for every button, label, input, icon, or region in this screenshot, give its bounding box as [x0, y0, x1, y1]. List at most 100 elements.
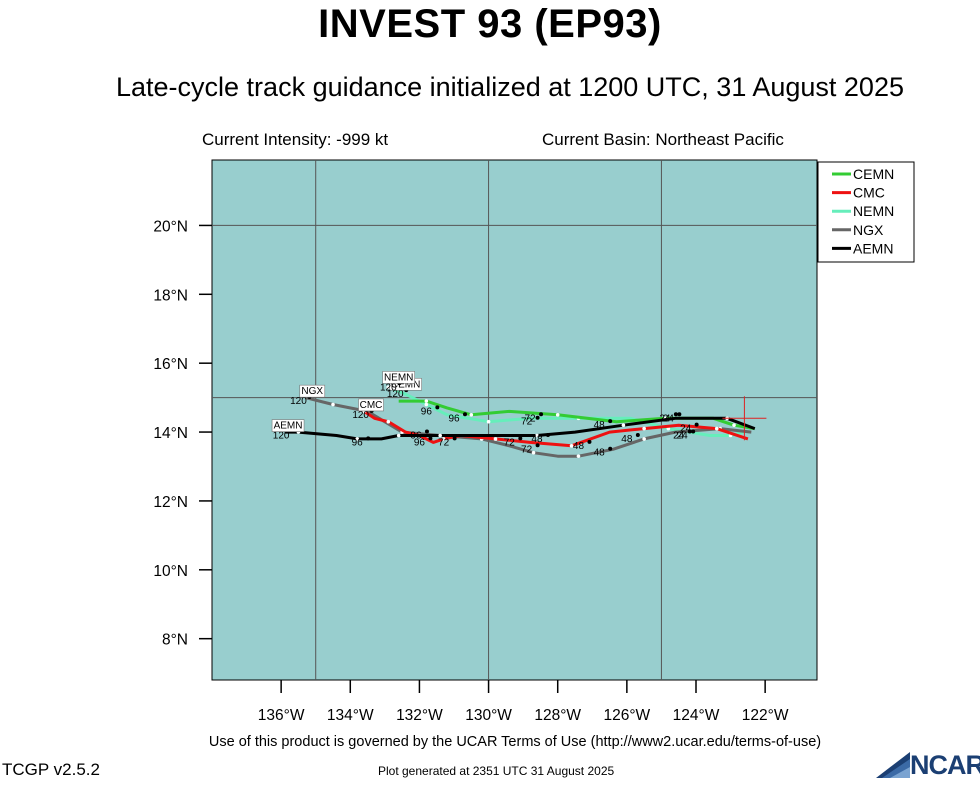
forecast-hour-dot	[518, 436, 523, 441]
y-tick-label: 14°N	[153, 425, 188, 442]
legend-label: CMC	[853, 185, 885, 201]
x-tick-label: 136°W	[258, 707, 305, 724]
chart-subtitle: Late-cycle track guidance initialized at…	[116, 72, 904, 102]
forecast-hour-label: 120	[352, 410, 369, 421]
model-tag-box	[358, 398, 384, 412]
version-label: TCGP v2.5.2	[2, 760, 100, 779]
terms-of-use-text: Use of this product is governed by the U…	[208, 734, 822, 750]
track-marker	[486, 419, 491, 424]
track-marker	[331, 402, 335, 407]
model-tag-label: CEMN	[391, 379, 420, 390]
model-tag-label: CMC	[360, 400, 383, 411]
y-tick-label: 8°N	[162, 632, 188, 649]
forecast-hour-dot	[463, 412, 467, 417]
forecast-hour-dot	[677, 412, 682, 417]
chart-title: INVEST 93 (EP93)	[318, 2, 662, 46]
forecast-hour-dot	[424, 429, 429, 434]
forecast-hour-dot	[691, 429, 696, 434]
forecast-hour-dot	[608, 446, 613, 451]
forecast-hour-dot	[366, 436, 371, 441]
x-tick-label: 126°W	[604, 707, 651, 724]
forecast-hour-label: 96	[421, 406, 433, 417]
forecast-hour-dot	[545, 432, 550, 437]
track-marker	[441, 437, 446, 441]
forecast-hour-label: 24	[677, 430, 689, 441]
track-marker	[396, 433, 401, 438]
track-marker	[493, 437, 498, 441]
model-tag-box	[382, 371, 415, 384]
legend-label: AEMN	[853, 240, 893, 256]
forecast-hour-label: 48	[573, 441, 585, 452]
forecast-hour-label: 72	[521, 444, 533, 455]
track-marker	[355, 437, 360, 441]
forecast-hour-label: 72	[504, 437, 516, 448]
forecast-hour-dot	[535, 415, 540, 420]
forecast-hour-label: 96	[414, 437, 426, 448]
x-tick-label: 124°W	[673, 707, 720, 724]
forecast-hour-label: 120	[290, 396, 307, 407]
forecast-hour-dot	[452, 436, 457, 441]
ncar-logo: NCAR	[874, 748, 980, 780]
track-marker	[386, 385, 391, 390]
plot-generated-label: Plot generated at 2351 UTC 31 August 202…	[378, 764, 615, 778]
legend-label: NGX	[853, 222, 884, 238]
x-tick-label: 132°W	[396, 707, 443, 724]
forecast-hour-label: 72	[521, 417, 533, 428]
forecast-hour-label: 24	[673, 430, 685, 441]
track-marker	[424, 402, 429, 407]
forecast-hour-label: 96	[448, 413, 460, 424]
forecast-hour-dot	[687, 429, 692, 434]
forecast-tracks: 24487296120CEMN24487296120CMC24487296120…	[271, 371, 767, 459]
y-tick-label: 10°N	[153, 563, 188, 580]
track-marker	[642, 437, 646, 441]
y-tick-label: 20°N	[153, 218, 188, 235]
forecast-hour-label: 96	[352, 437, 364, 448]
forecast-hour-dot	[694, 422, 699, 427]
legend-label: NEMN	[853, 203, 894, 219]
model-tag-label: AEMN	[274, 421, 303, 432]
y-tick-label: 12°N	[153, 494, 188, 511]
forecast-hour-label: 48	[531, 434, 543, 445]
current-basin-label: Current Basin: Northeast Pacific	[542, 130, 784, 149]
forecast-hour-label: 96	[410, 430, 422, 441]
track-marker	[714, 426, 719, 431]
forecast-hour-dot	[435, 405, 440, 410]
x-tick-label: 122°W	[742, 707, 789, 724]
current-intensity-label: Current Intensity: -999 kt	[202, 130, 389, 149]
track-marker	[438, 433, 442, 438]
legend: CEMN CMC NEMN NGX AEMN	[817, 161, 915, 263]
legend-label: CEMN	[853, 166, 894, 182]
y-tick-label: 18°N	[153, 287, 188, 304]
track-marker	[555, 413, 560, 417]
forecast-hour-dot	[608, 419, 613, 424]
x-tick-label: 130°W	[465, 707, 512, 724]
forecast-hour-label: 120	[380, 382, 397, 393]
ncar-logo-mark-icon	[876, 752, 910, 778]
forecast-hour-label: 72	[438, 437, 450, 448]
x-tick-label: 128°W	[534, 707, 581, 724]
track-marker	[621, 423, 626, 427]
model-tag-label: NEMN	[384, 372, 413, 383]
track-marker	[732, 423, 736, 427]
track-marker	[642, 426, 646, 431]
forecast-hour-label: 120	[273, 430, 290, 441]
track-cmc	[363, 410, 749, 448]
forecast-hour-dot	[635, 432, 640, 437]
track-marker	[531, 450, 536, 455]
y-tick-label: 16°N	[153, 356, 188, 373]
forecast-hour-dot	[673, 412, 678, 417]
forecast-hour-dot	[587, 439, 592, 444]
track-marker	[424, 399, 429, 403]
forecast-hour-label: 72	[524, 413, 536, 424]
track-marker	[569, 444, 574, 448]
model-tag-box	[271, 419, 305, 432]
axes: 136°W 134°W 132°W 130°W 128°W 126°W 124°W 122°W…	[153, 218, 788, 724]
model-tag-box	[299, 384, 326, 398]
x-tick-label: 134°W	[327, 707, 374, 724]
track-marker	[386, 419, 391, 424]
track-marker	[469, 413, 474, 417]
ncar-logo-text: NCAR	[910, 750, 980, 780]
forecast-hour-dot	[535, 443, 540, 448]
forecast-hour-label: 24	[663, 413, 675, 424]
